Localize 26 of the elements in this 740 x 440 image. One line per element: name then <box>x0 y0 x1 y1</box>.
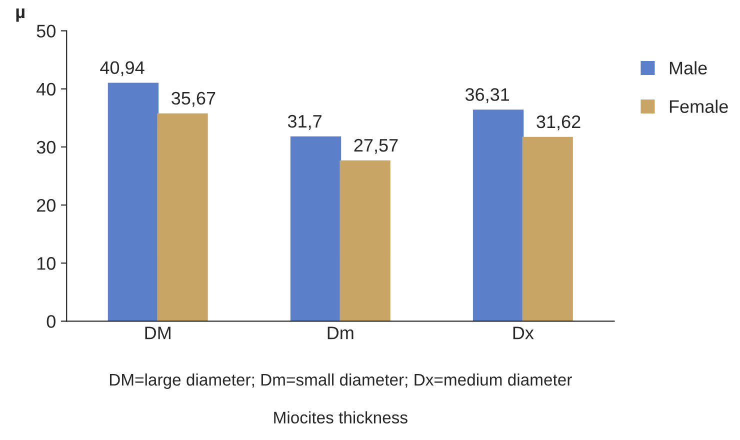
data-label: 31,7 <box>288 114 322 130</box>
legend-label: Female <box>670 100 728 113</box>
x-tick-label: Dx <box>513 326 534 340</box>
bar <box>157 113 208 322</box>
x-tick-label: DM <box>145 326 170 340</box>
bar <box>108 82 159 322</box>
x-axis-title: DM=large diameter; Dm=small diameter; Dx=medium diameter <box>110 373 572 389</box>
y-tick-label: 10 <box>37 257 56 270</box>
data-label: 31,62 <box>536 115 580 130</box>
data-label: 36,31 <box>465 88 510 104</box>
y-tick-label: 0 <box>46 315 56 328</box>
data-label: 40,94 <box>100 61 144 76</box>
legend-label: Male <box>670 61 707 74</box>
bar <box>472 110 524 322</box>
text: Miocites thickness <box>274 411 408 424</box>
y-tick-label: 50 <box>36 24 56 38</box>
bar <box>340 160 390 322</box>
bar <box>522 136 573 322</box>
x-tick-label: Dm <box>328 326 354 340</box>
data-label: 35,67 <box>172 92 216 107</box>
y-axis-title: µ <box>16 8 24 22</box>
y-tick-label: 20 <box>37 198 56 212</box>
bar <box>290 136 342 322</box>
y-tick-label: 30 <box>36 140 56 154</box>
y-tick-label: 40 <box>36 82 56 96</box>
data-label: 27,57 <box>354 138 398 154</box>
